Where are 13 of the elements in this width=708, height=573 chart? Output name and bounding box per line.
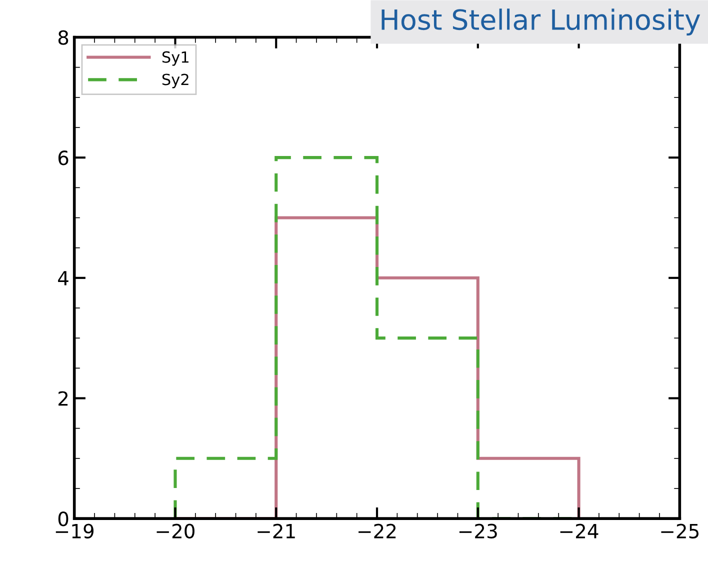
x-tick-label: −25: [661, 524, 698, 538]
y-tick-label: 8: [58, 30, 68, 45]
y-tick-label: 6: [58, 150, 68, 166]
legend-label: Sy2: [162, 74, 188, 88]
y-tick-label: 2: [58, 391, 68, 406]
x-tick-label: −20: [156, 524, 194, 538]
x-tick-label: −22: [358, 524, 396, 538]
x-tick-label: −23: [459, 524, 497, 538]
chart-title: Host Stellar Luminosity: [382, 8, 700, 36]
y-tick-label: 4: [58, 271, 68, 286]
x-tick-label: −21: [258, 524, 295, 538]
legend-label: Sy1: [162, 51, 188, 66]
x-tick-label: −24: [560, 524, 598, 538]
